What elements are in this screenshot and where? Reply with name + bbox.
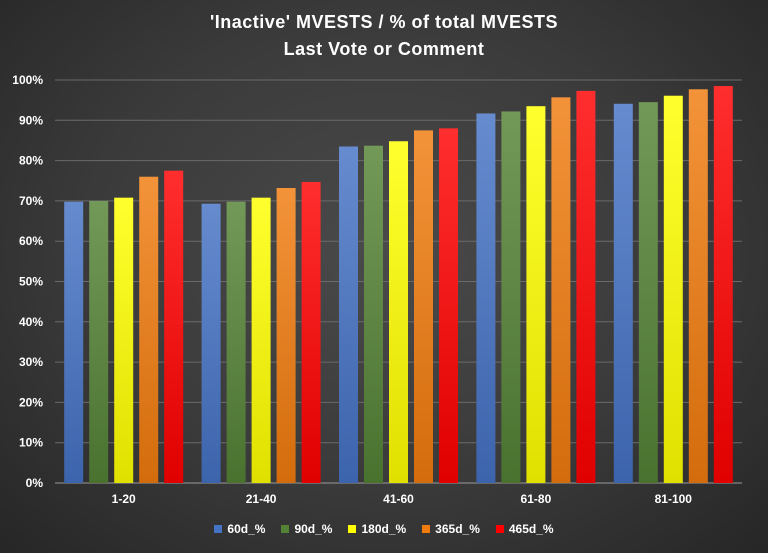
bar	[663, 95, 683, 483]
legend-item: 180d_%	[348, 522, 406, 536]
legend-label: 465d_%	[508, 522, 554, 536]
bar	[713, 86, 733, 484]
bar	[476, 113, 496, 483]
bar	[226, 201, 246, 483]
bar	[688, 89, 708, 484]
y-tick-label: 0%	[26, 476, 44, 490]
y-tick-label: 50%	[19, 275, 43, 289]
bar	[414, 130, 433, 483]
y-tick-label: 40%	[19, 315, 43, 329]
bar	[301, 181, 321, 484]
y-tick-label: 30%	[19, 355, 43, 369]
y-tick-label: 80%	[19, 154, 43, 168]
y-tick-label: 10%	[19, 436, 43, 450]
legend-item: 60d_%	[214, 522, 265, 536]
legend-item: 365d_%	[422, 522, 480, 536]
bar	[613, 103, 633, 483]
chart-title: 'Inactive' MVESTS / % of total MVESTS	[209, 12, 559, 32]
bar	[164, 170, 184, 484]
bar	[389, 141, 408, 484]
y-tick-label: 60%	[19, 234, 43, 248]
bar	[364, 145, 383, 483]
legend-swatch	[348, 525, 357, 533]
x-tick-label: 21-40	[246, 492, 277, 506]
x-tick-label: 1-20	[112, 492, 136, 506]
legend-item: 90d_%	[281, 522, 332, 536]
bar	[201, 203, 221, 483]
y-tick-label: 100%	[12, 73, 43, 87]
legend-swatch	[495, 525, 504, 533]
bar	[501, 111, 521, 484]
x-tick-label: 81-100	[655, 492, 693, 506]
legend-swatch	[281, 525, 290, 533]
bar	[114, 197, 134, 483]
bar	[339, 146, 358, 483]
legend-swatch	[214, 525, 223, 533]
legend-label: 365d_%	[435, 522, 480, 536]
chart-subtitle: Last Vote or Comment	[283, 39, 485, 59]
bar	[89, 200, 109, 483]
bar	[139, 176, 159, 483]
legend-label: 60d_%	[227, 522, 266, 536]
bar	[526, 106, 546, 483]
bar	[576, 90, 596, 484]
legend-label: 180d_%	[361, 522, 407, 536]
y-tick-label: 90%	[19, 113, 43, 127]
legend-label: 90d_%	[294, 522, 333, 536]
legend-swatch	[422, 525, 431, 533]
x-tick-label: 61-80	[521, 492, 552, 506]
bar	[276, 188, 296, 483]
bar	[638, 102, 658, 483]
legend-item: 465d_%	[495, 522, 554, 536]
y-tick-label: 20%	[19, 395, 43, 409]
legend: 60d_% 90d_% 180d_% 365d_% 465d_%	[0, 522, 768, 536]
bar	[551, 97, 571, 483]
bar	[64, 201, 84, 483]
bar	[251, 197, 271, 483]
bar	[439, 128, 458, 484]
y-tick-label: 70%	[19, 194, 43, 208]
x-tick-label: 41-60	[383, 492, 414, 506]
